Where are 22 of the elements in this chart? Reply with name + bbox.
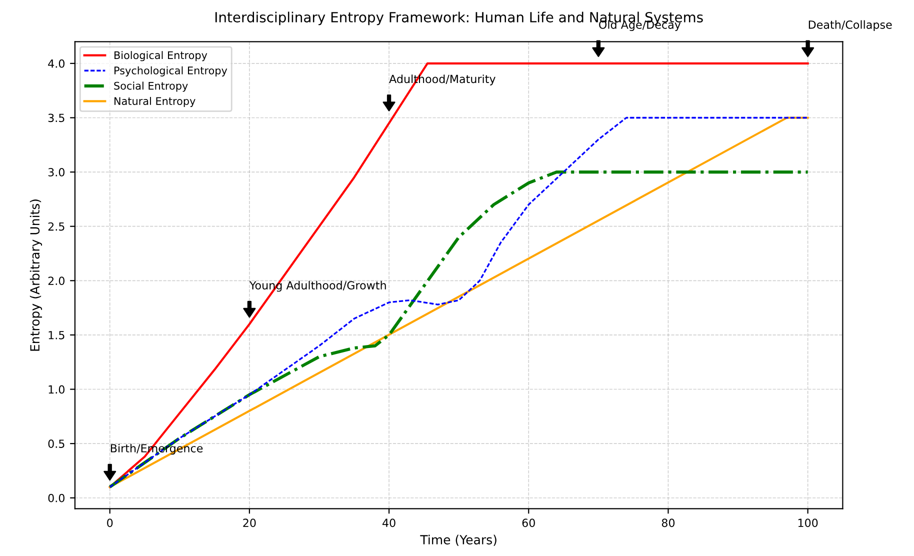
y-tick-label: 1.0 — [48, 385, 64, 394]
x-tick-label: 40 — [382, 518, 396, 528]
x-tick-label: 0 — [107, 518, 113, 528]
annotation: Death/Collapse — [808, 20, 892, 32]
x-axis-title: Time (Years) — [420, 534, 496, 546]
y-tick-label: 2.5 — [48, 222, 64, 231]
y-tick-label: 3.0 — [48, 168, 64, 176]
y-tick-label: 0.0 — [48, 494, 64, 502]
y-axis-title: Entropy (Arbitrary Units) — [30, 200, 42, 351]
x-tick-label: 100 — [798, 518, 818, 528]
y-tick-label: 1.5 — [48, 331, 64, 340]
y-tick-label: 0.5 — [48, 440, 64, 448]
y-tick-label: 2.0 — [48, 276, 64, 286]
y-tick-label: 4.0 — [48, 59, 64, 68]
y-tick-label: 3.5 — [48, 114, 64, 122]
legend-label: Natural Entropy — [114, 96, 196, 108]
x-tick-label: 20 — [243, 518, 256, 528]
legend-label: Psychological Entropy — [114, 66, 228, 76]
x-tick-label: 80 — [662, 518, 675, 528]
x-tick-label: 60 — [522, 518, 535, 528]
legend-label: Biological Entropy — [114, 51, 208, 62]
legend-label: Social Entropy — [114, 82, 188, 92]
